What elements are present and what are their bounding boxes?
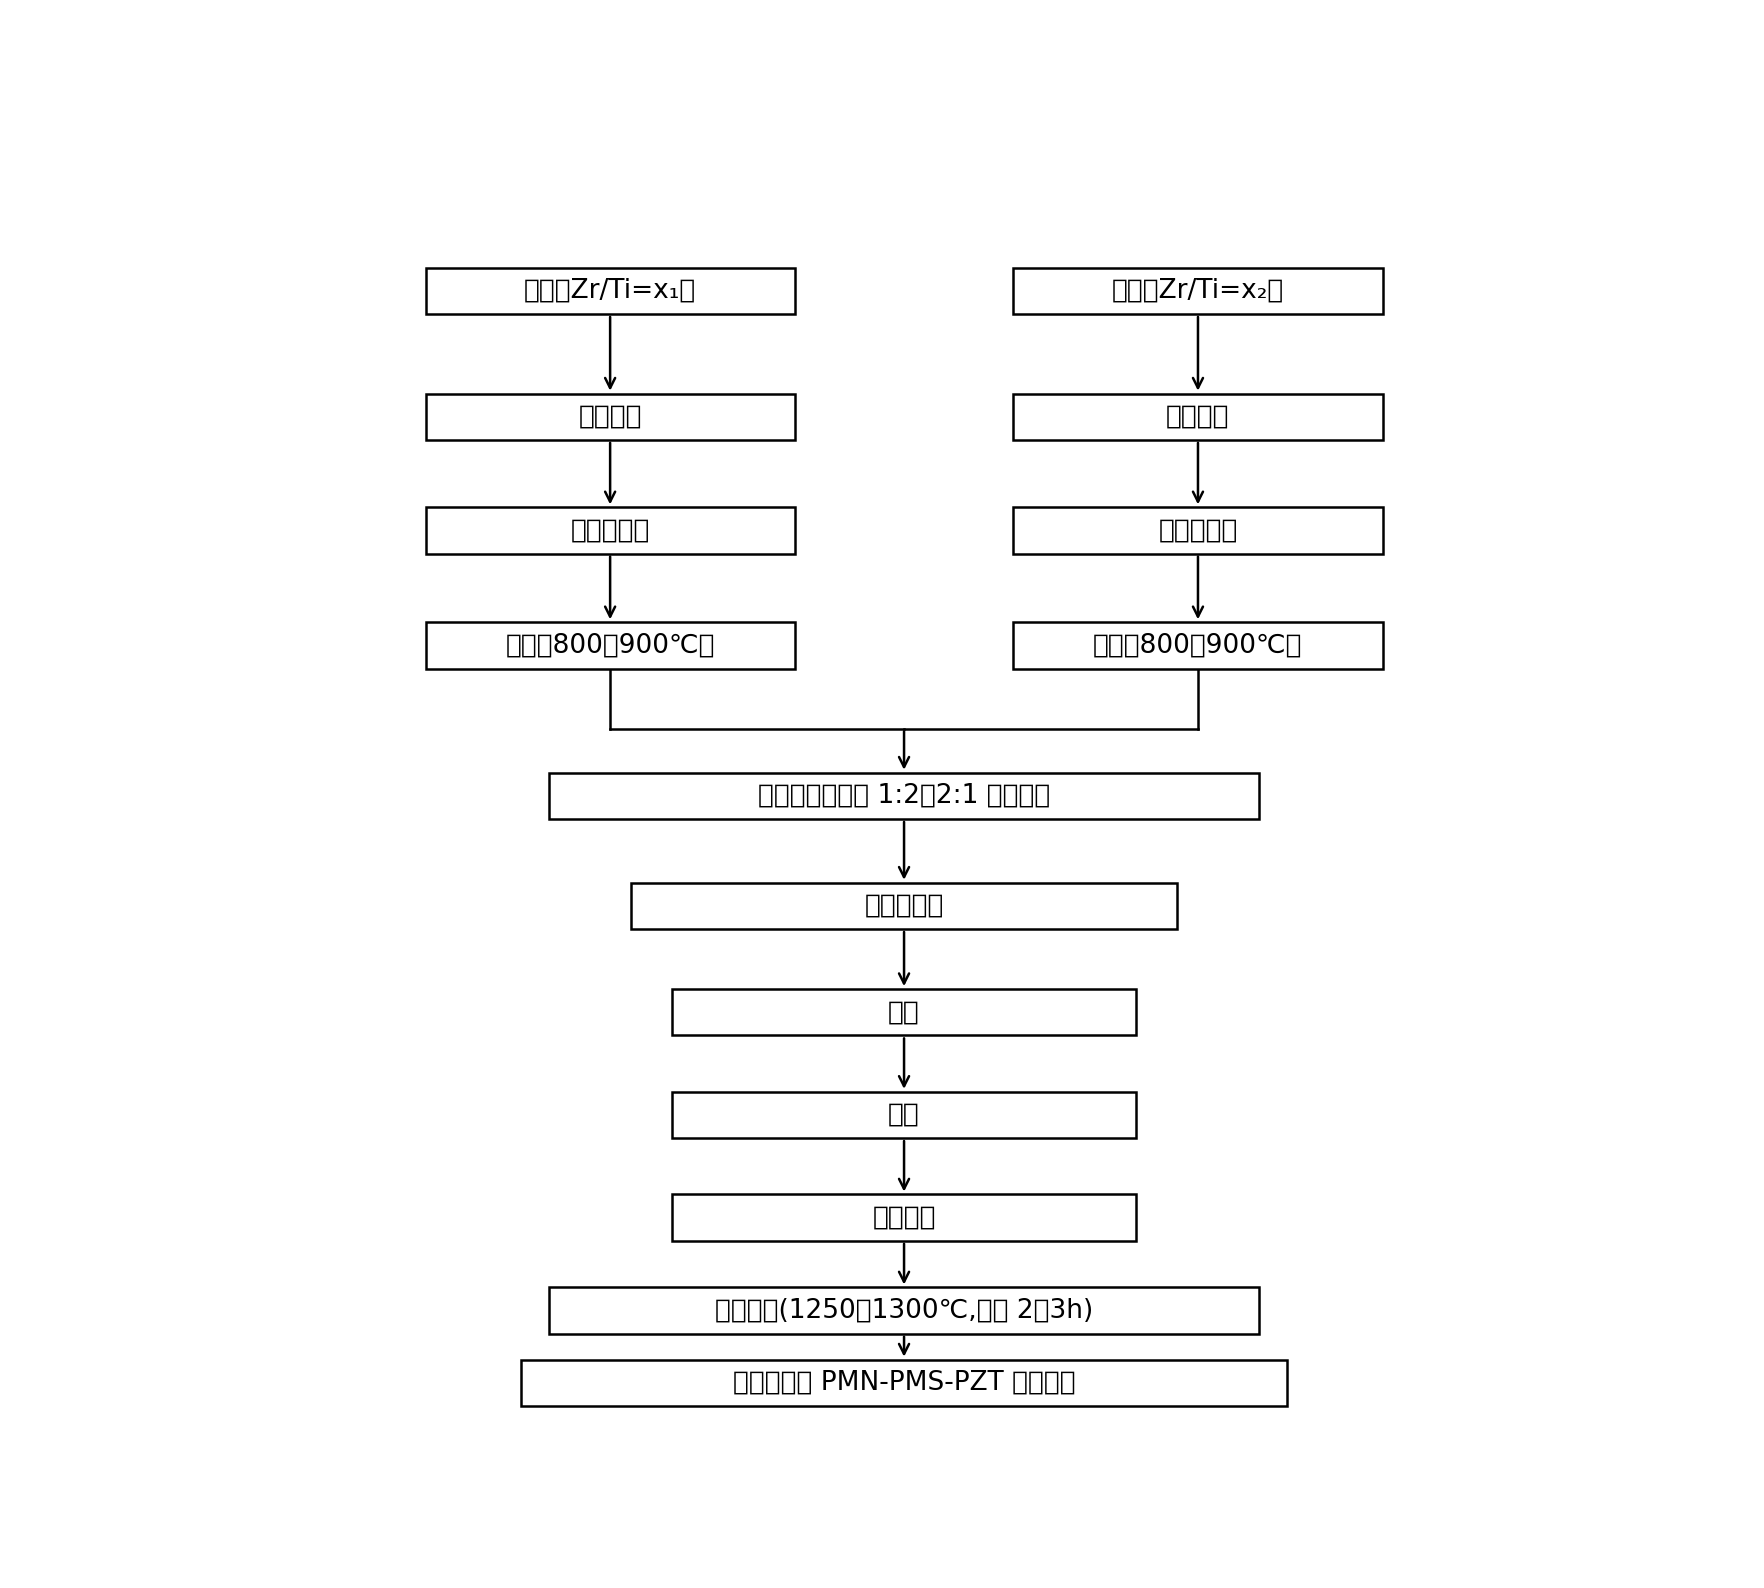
Bar — [549, 1288, 1259, 1334]
Text: 预烧（800～900℃）: 预烧（800～900℃） — [505, 632, 714, 659]
Bar — [1014, 268, 1383, 314]
Bar — [632, 883, 1178, 929]
Text: 混合组分的 PMN-PMS-PZT 陶瓷样品: 混合组分的 PMN-PMS-PZT 陶瓷样品 — [732, 1370, 1076, 1396]
Bar — [1014, 507, 1383, 554]
Bar — [672, 989, 1136, 1035]
Text: 预压: 预压 — [889, 1102, 919, 1127]
Bar — [522, 1359, 1288, 1405]
Text: 烘干，过筛: 烘干，过筛 — [1159, 518, 1238, 543]
Bar — [1014, 394, 1383, 440]
Text: 称料（Zr/Ti=x₂）: 称料（Zr/Ti=x₂） — [1111, 278, 1284, 303]
Bar — [549, 773, 1259, 819]
Bar — [425, 507, 794, 554]
Text: 称料（Zr/Ti=x₁）: 称料（Zr/Ti=x₁） — [524, 278, 697, 303]
Bar — [1014, 622, 1383, 669]
Bar — [425, 268, 794, 314]
Bar — [672, 1091, 1136, 1139]
Text: 预烧（800～900℃）: 预烧（800～900℃） — [1094, 632, 1304, 659]
Bar — [425, 622, 794, 669]
Text: 冷等静压: 冷等静压 — [873, 1205, 935, 1231]
Text: 混合球磨: 混合球磨 — [579, 403, 642, 430]
Bar — [672, 1194, 1136, 1240]
Text: 按一定的质量比 1:2～2:1 混合球磨: 按一定的质量比 1:2～2:1 混合球磨 — [759, 783, 1050, 808]
Bar — [425, 394, 794, 440]
Text: 烘干，过筛: 烘干，过筛 — [570, 518, 649, 543]
Text: 烘干，过筛: 烘干，过筛 — [864, 892, 944, 919]
Text: 混合球磨: 混合球磨 — [1166, 403, 1230, 430]
Text: 造粒: 造粒 — [889, 999, 919, 1026]
Text: 密封烧结(1250～1300℃,保温 2～3h): 密封烧结(1250～1300℃,保温 2～3h) — [714, 1297, 1094, 1324]
